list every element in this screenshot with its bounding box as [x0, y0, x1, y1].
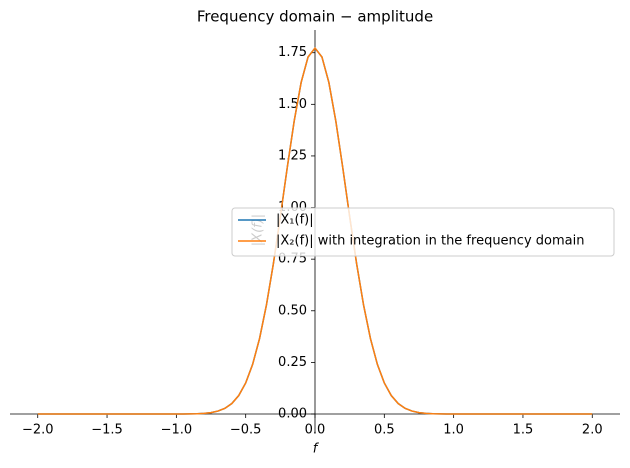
y-tick-label: 0.00: [278, 407, 307, 422]
x-tick-label: −2.0: [22, 423, 54, 438]
y-tick-label: 0.25: [278, 355, 307, 370]
x-axis-label: f: [313, 442, 320, 457]
x-tick-label: 0.5: [374, 423, 395, 438]
x-tick-label: −1.0: [161, 423, 193, 438]
x-tick-label: 0.0: [305, 423, 326, 438]
legend-label: |X₁(f)|: [276, 213, 314, 228]
legend-box: [231, 207, 615, 257]
chart-title: Frequency domain − amplitude: [197, 8, 433, 26]
legend-label: |X₂(f)| with integration in the frequenc…: [276, 234, 584, 249]
legend: |X₁(f)| |X₂(f)| with integration in the f…: [231, 207, 615, 257]
y-tick-label: 0.50: [278, 303, 307, 318]
y-tick-label: 1.75: [278, 45, 307, 60]
x-tick-label: 2.0: [582, 423, 603, 438]
y-tick-label: 1.25: [278, 148, 307, 163]
x-tick-label: 1.5: [513, 423, 534, 438]
x-tick-label: −1.5: [91, 423, 123, 438]
y-tick-label: 1.50: [278, 97, 307, 112]
line-series: [37, 46, 593, 415]
x-tick-label: 1.0: [443, 423, 464, 438]
x-tick-label: −0.5: [230, 423, 262, 438]
